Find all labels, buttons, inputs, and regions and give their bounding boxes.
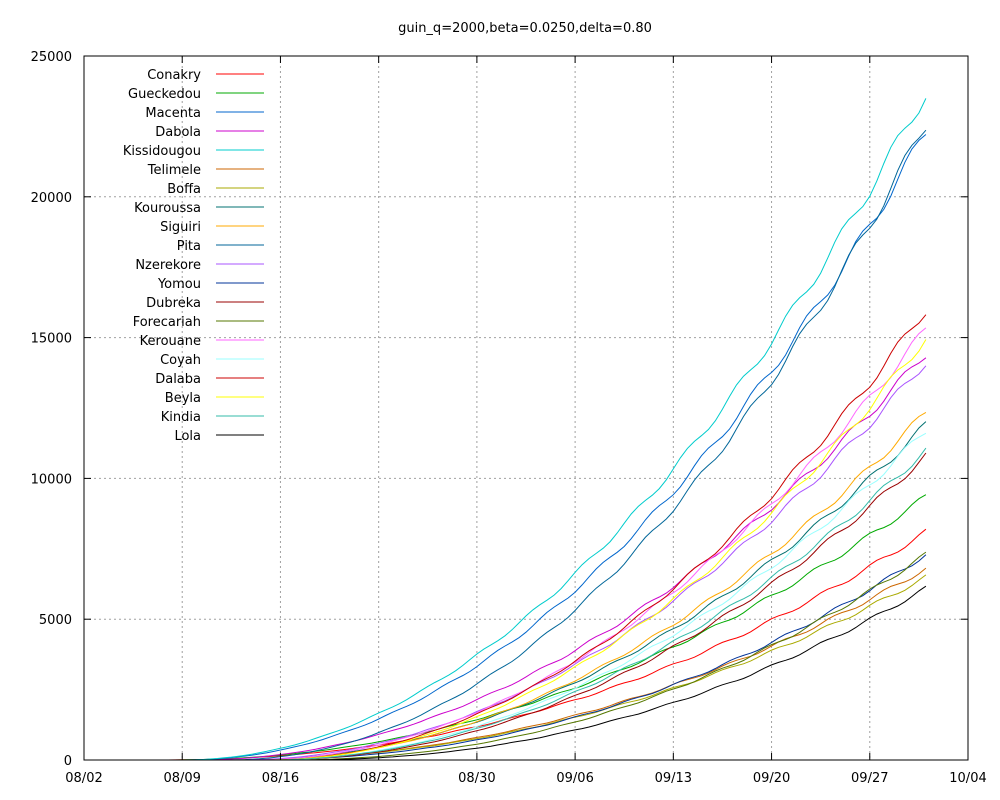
legend-label-yomou: Yomou <box>157 277 201 292</box>
series-line-kindia <box>266 447 927 761</box>
y-tick-label: 0 <box>64 754 72 769</box>
plot-border <box>83 55 969 761</box>
legend-label-pita: Pita <box>177 239 201 254</box>
x-tick-label: 08/30 <box>458 771 495 786</box>
legend-label-boffa: Boffa <box>167 182 201 197</box>
y-tick-label: 25000 <box>31 50 72 65</box>
y-tick-label: 10000 <box>31 472 72 487</box>
legend-label-kouroussa: Kouroussa <box>134 201 201 216</box>
x-tick-label: 09/06 <box>556 771 593 786</box>
legend-label-lola: Lola <box>174 429 201 444</box>
series-line-dalaba <box>266 314 927 761</box>
series-line-beyla <box>266 339 927 761</box>
x-tick-label: 08/23 <box>360 771 397 786</box>
series-line-siguiri <box>252 411 927 761</box>
series-line-nzerekore <box>238 365 927 761</box>
x-tick-label: 08/16 <box>262 771 299 786</box>
x-tick-label: 08/09 <box>163 771 200 786</box>
legend-label-siguiri: Siguiri <box>160 220 201 235</box>
series-line-macenta <box>182 134 927 761</box>
x-tick-label: 09/20 <box>753 771 790 786</box>
series-line-lola <box>294 585 927 761</box>
series-layer <box>154 98 927 761</box>
series-line-kouroussa <box>238 421 927 761</box>
grid-layer <box>84 56 968 760</box>
y-tick-label: 20000 <box>31 191 72 206</box>
legend-label-telimele: Telimele <box>147 163 201 178</box>
series-line-conakry <box>154 528 927 761</box>
y-tick-label: 15000 <box>31 332 72 347</box>
series-line-kerouane <box>252 327 927 761</box>
legend-label-kerouane: Kerouane <box>140 334 201 349</box>
y-tick-label: 5000 <box>39 613 72 628</box>
legend-label-beyla: Beyla <box>165 391 201 406</box>
legend-label-nzerekore: Nzerekore <box>135 258 201 273</box>
legend-label-kissidougou: Kissidougou <box>123 144 201 159</box>
legend-label-kindia: Kindia <box>161 410 201 425</box>
series-line-coyah <box>266 432 927 761</box>
legend-label-gueckedou: Gueckedou <box>128 87 201 102</box>
legend-label-forecariah: Forecariah <box>133 315 201 330</box>
x-tick-label: 09/27 <box>851 771 888 786</box>
legend-label-dubreka: Dubreka <box>146 296 201 311</box>
legend-label-coyah: Coyah <box>160 353 201 368</box>
series-line-gueckedou <box>168 494 927 761</box>
series-line-kissidougou <box>182 98 927 761</box>
x-tick-label: 09/13 <box>655 771 692 786</box>
legend: Conakry Gueckedou Macenta Dabola Kissidougou… <box>123 68 264 444</box>
x-tick-label: 08/02 <box>65 771 102 786</box>
series-line-forecariah <box>280 551 927 761</box>
legend-label-dabola: Dabola <box>155 125 201 140</box>
legend-label-dalaba: Dalaba <box>155 372 201 387</box>
series-line-pita <box>224 129 927 761</box>
axis-layer: 08/02 08/09 08/16 08/23 08/30 09/06 09/13 09/20… <box>31 50 987 786</box>
legend-label-conakry: Conakry <box>147 68 201 83</box>
x-tick-label: 10/04 <box>949 771 986 786</box>
chart-title: guin_q=2000,beta=0.0250,delta=0.80 <box>398 21 652 36</box>
series-line-dubreka <box>266 452 927 761</box>
series-line-dabola <box>196 357 927 761</box>
legend-label-macenta: Macenta <box>145 106 201 121</box>
